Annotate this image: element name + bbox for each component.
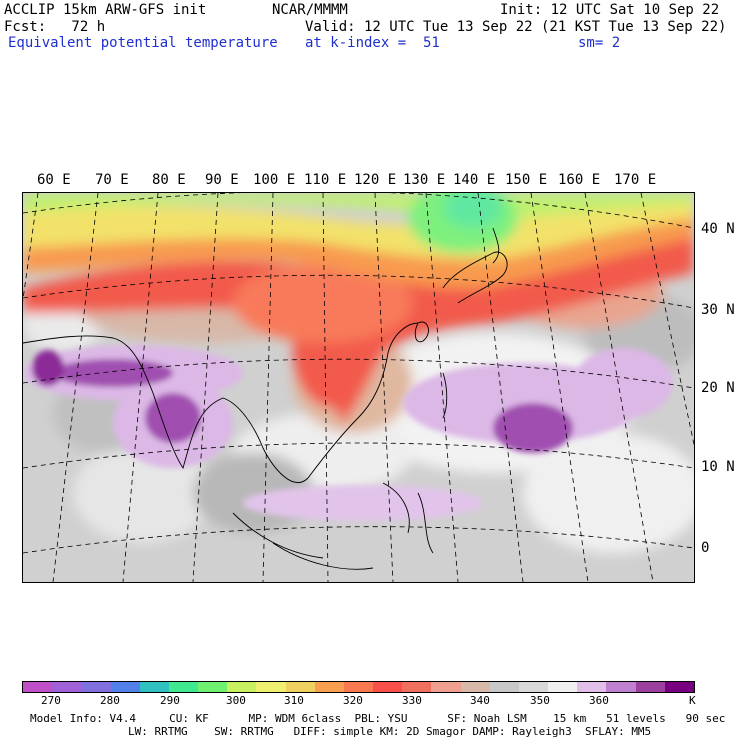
lon-label: 110 E bbox=[304, 172, 347, 188]
colorbar bbox=[22, 681, 695, 693]
colorbar-tick: 360 bbox=[589, 694, 609, 707]
colorbar-swatch bbox=[198, 682, 228, 692]
colorbar-swatch bbox=[518, 682, 549, 692]
field-name: Equivalent potential temperature bbox=[8, 35, 278, 51]
lat-label: 40 N bbox=[701, 221, 735, 237]
map-canvas bbox=[23, 193, 694, 582]
colorbar-tick: 330 bbox=[402, 694, 422, 707]
colorbar-tick: 320 bbox=[343, 694, 363, 707]
colorbar-tick: 270 bbox=[41, 694, 61, 707]
lat-label: 30 N bbox=[701, 302, 735, 318]
colorbar-swatch bbox=[460, 682, 490, 692]
lon-label: 120 E bbox=[354, 172, 397, 188]
colorbar-swatch bbox=[548, 682, 578, 692]
lat-label: 10 N bbox=[701, 459, 735, 475]
lon-label: 150 E bbox=[505, 172, 548, 188]
lon-label: 170 E bbox=[614, 172, 657, 188]
lat-label: 20 N bbox=[701, 380, 735, 396]
colorbar-tick: 280 bbox=[100, 694, 120, 707]
lon-label: 160 E bbox=[558, 172, 601, 188]
colorbar-swatch bbox=[168, 682, 199, 692]
coastlines bbox=[23, 227, 508, 570]
colorbar-swatch bbox=[431, 682, 461, 692]
level-label: at k-index = 51 bbox=[305, 35, 440, 51]
colorbar-swatch bbox=[52, 682, 82, 692]
lon-label: 130 E bbox=[403, 172, 446, 188]
lon-label: 100 E bbox=[253, 172, 296, 188]
colorbar-swatch bbox=[489, 682, 519, 692]
theta-e-map bbox=[22, 192, 695, 583]
colorbar-swatch bbox=[606, 682, 636, 692]
lon-label: 60 E bbox=[37, 172, 71, 188]
colorbar-unit: K bbox=[689, 694, 696, 707]
colorbar-swatch bbox=[227, 682, 257, 692]
forecast-hour: Fcst: 72 h bbox=[4, 19, 106, 35]
lat-label: 0 bbox=[701, 540, 710, 556]
lon-label: 90 E bbox=[205, 172, 239, 188]
colorbar-swatch bbox=[402, 682, 432, 692]
colorbar-tick: 310 bbox=[284, 694, 304, 707]
center-label: NCAR/MMMM bbox=[272, 2, 348, 18]
lat-lon-grid bbox=[23, 193, 694, 582]
model-title: ACCLIP 15km ARW-GFS init bbox=[4, 2, 207, 18]
smoothing-label: sm= 2 bbox=[578, 35, 621, 51]
valid-time: Valid: 12 UTC Tue 13 Sep 22 (21 KST Tue … bbox=[305, 19, 727, 35]
lon-label: 70 E bbox=[95, 172, 129, 188]
colorbar-swatch bbox=[664, 682, 694, 692]
colorbar-swatch bbox=[635, 682, 665, 692]
init-time: Init: 12 UTC Sat 10 Sep 22 bbox=[500, 2, 720, 18]
colorbar-swatch bbox=[139, 682, 169, 692]
colorbar-tick: 300 bbox=[226, 694, 246, 707]
colorbar-swatch bbox=[256, 682, 286, 692]
theta-e-field bbox=[23, 193, 694, 553]
colorbar-swatch bbox=[23, 682, 53, 692]
lon-label: 80 E bbox=[152, 172, 186, 188]
colorbar-swatch bbox=[343, 682, 374, 692]
colorbar-swatch bbox=[314, 682, 344, 692]
model-info-line2: LW: RRTMG SW: RRTMG DIFF: simple KM: 2D … bbox=[128, 725, 652, 738]
model-info-line1: Model Info: V4.4 CU: KF MP: WDM 6class P… bbox=[30, 712, 726, 725]
colorbar-swatch bbox=[285, 682, 315, 692]
colorbar-tick: 350 bbox=[530, 694, 550, 707]
colorbar-swatch bbox=[81, 682, 111, 692]
colorbar-swatch bbox=[110, 682, 140, 692]
colorbar-swatch bbox=[373, 682, 403, 692]
colorbar-swatch bbox=[577, 682, 607, 692]
high-theta-e-regions bbox=[23, 345, 673, 521]
colorbar-tick: 340 bbox=[470, 694, 490, 707]
lon-label: 140 E bbox=[453, 172, 496, 188]
colorbar-tick: 290 bbox=[160, 694, 180, 707]
